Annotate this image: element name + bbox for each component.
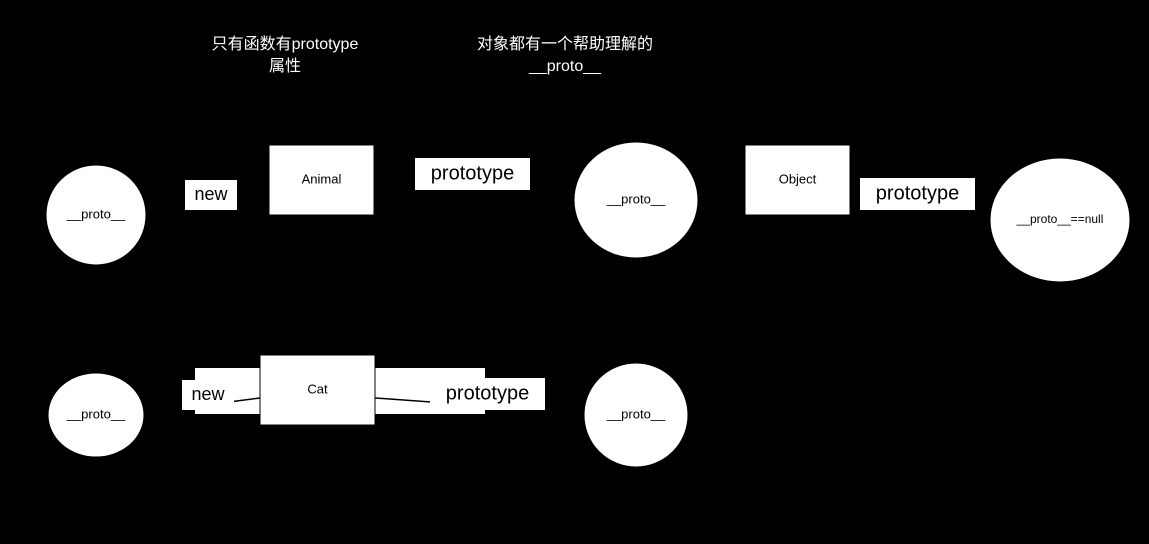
edge-e_cat_proto_to_object_proto <box>688 282 1060 415</box>
edge-e_inst_animal_to_animal_proto <box>96 258 636 300</box>
node-label-animal: Animal <box>302 171 342 186</box>
caption-cap1-line1: 属性 <box>269 57 301 75</box>
edge-label-e_cat_proto: prototype <box>446 382 529 404</box>
node-label-object: Object <box>779 171 817 186</box>
prototype-chain-diagram: __proto__ Animal __proto__ Object __proto__=… <box>0 0 1149 544</box>
edge-label-e_object_proto: prototype <box>876 182 959 204</box>
caption-cap1-line0: 只有函数有prototype <box>212 35 359 53</box>
edge-e_inst_cat_to_cat_proto <box>96 457 636 495</box>
node-label-inst_animal: __proto__ <box>66 206 126 221</box>
node-label-inst_cat: __proto__ <box>66 406 126 421</box>
node-label-cat_proto: __proto__ <box>606 406 666 421</box>
node-label-cat: Cat <box>307 381 328 396</box>
caption-cap2-line0: 对象都有一个帮助理解的 <box>477 35 653 53</box>
edge-label-e_animal_proto: prototype <box>431 162 514 184</box>
edge-label-e_animal_new: new <box>194 184 228 204</box>
node-label-animal_proto: __proto__ <box>606 191 666 206</box>
edge-label-e_cat_new: new <box>191 384 225 404</box>
caption-cap2-line1: __proto__ <box>528 58 602 75</box>
node-label-object_proto: __proto__==null <box>1016 212 1104 226</box>
